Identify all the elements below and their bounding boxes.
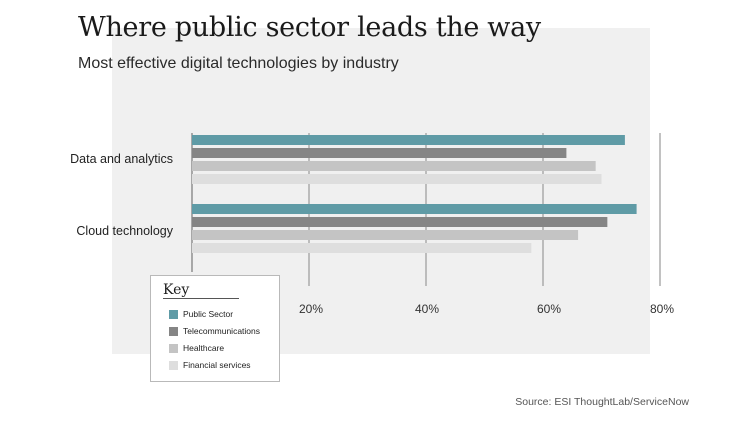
legend-swatch-public-sector — [169, 309, 178, 319]
bar-data-and-analytics-telecommunications — [192, 148, 567, 158]
legend-swatch-financial-services — [169, 360, 178, 370]
category-label-data-and-analytics: Data and analytics — [70, 152, 173, 166]
chart-title: Where public sector leads the way — [78, 12, 541, 43]
source-note: Source: ESI ThoughtLab/ServiceNow — [515, 396, 689, 408]
legend: Key Public Sector Telecommunications Hea… — [150, 275, 280, 382]
legend-item-healthcare: Healthcare — [169, 342, 224, 354]
bar-data-and-analytics-healthcare — [192, 161, 596, 171]
legend-label-public-sector: Public Sector — [183, 309, 234, 319]
legend-divider — [163, 298, 239, 299]
category-label-cloud-technology: Cloud technology — [76, 224, 173, 238]
legend-item-public-sector: Public Sector — [169, 308, 233, 320]
legend-item-financial-services: Financial services — [169, 359, 251, 371]
bar-cloud-technology-healthcare — [192, 230, 579, 240]
legend-item-telecommunications: Telecommunications — [169, 325, 260, 337]
x-tick-label-60: 60% — [537, 302, 561, 316]
x-tick-label-20: 20% — [299, 302, 323, 316]
bar-data-and-analytics-public-sector — [192, 135, 625, 145]
chart-subtitle: Most effective digital technologies by i… — [78, 55, 399, 72]
legend-label-financial-services: Financial services — [183, 360, 251, 370]
legend-label-telecommunications: Telecommunications — [183, 326, 261, 336]
bar-data-and-analytics-financial-services — [192, 174, 602, 184]
legend-label-healthcare: Healthcare — [183, 343, 225, 353]
legend-swatch-healthcare — [169, 343, 178, 353]
x-tick-label-40: 40% — [415, 302, 439, 316]
bar-cloud-technology-telecommunications — [192, 217, 608, 227]
bar-cloud-technology-public-sector — [192, 204, 637, 214]
legend-swatch-telecommunications — [169, 326, 178, 336]
legend-title: Key — [163, 282, 190, 298]
x-tick-label-80: 80% — [650, 302, 674, 316]
bar-cloud-technology-financial-services — [192, 243, 532, 253]
